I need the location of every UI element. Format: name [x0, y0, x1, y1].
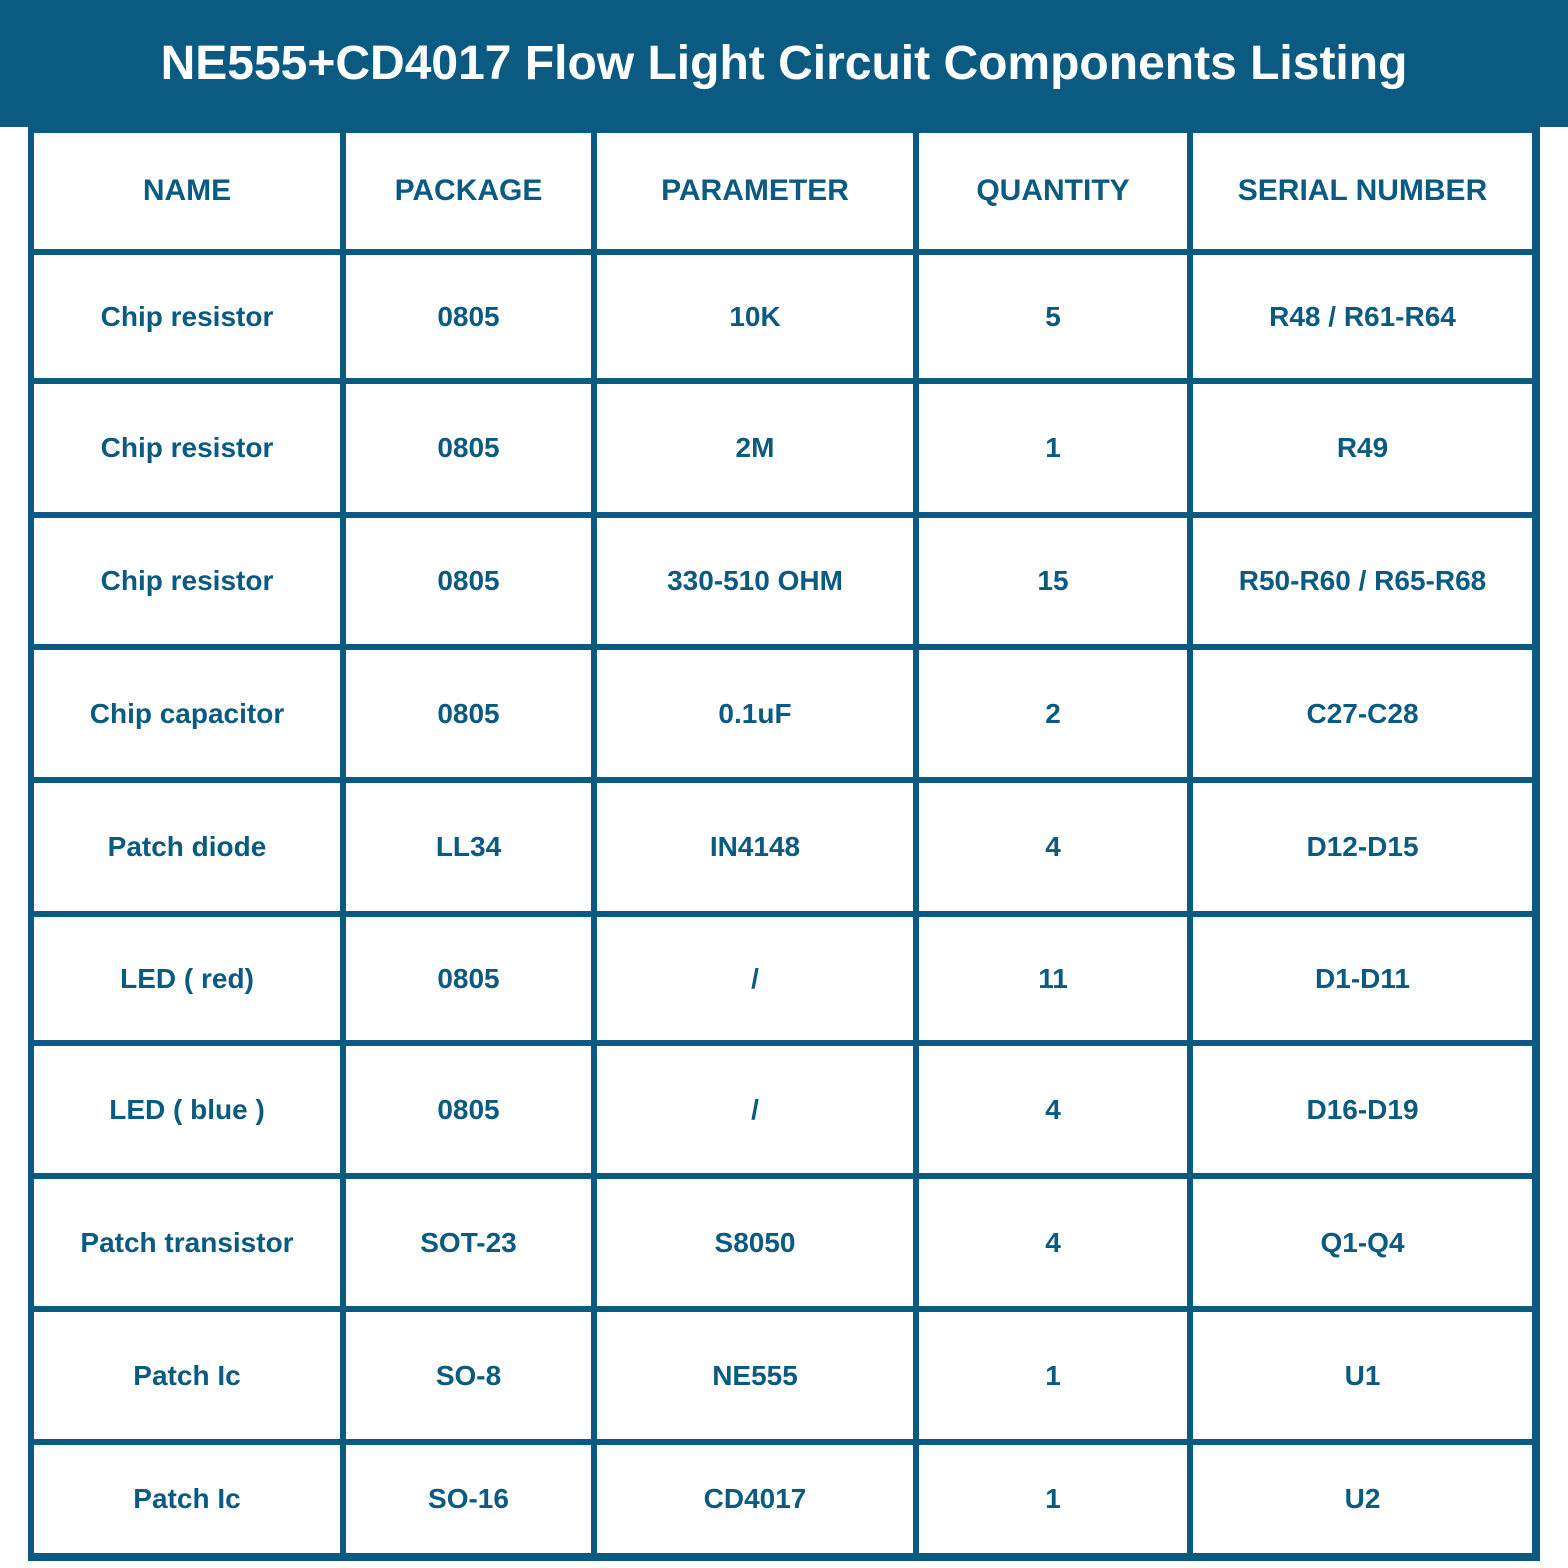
table-cell: Patch transistor	[34, 1179, 340, 1306]
table-cell: 2M	[597, 384, 913, 512]
header-cell: SERIAL NUMBER	[1193, 133, 1532, 249]
table-cell: D12-D15	[1193, 783, 1532, 911]
table-cell: Chip resistor	[34, 255, 340, 378]
table-cell: R50-R60 / R65-R68	[1193, 518, 1532, 644]
table-cell: 0805	[346, 917, 591, 1040]
table-cell: 2	[919, 650, 1187, 777]
table-cell: 5	[919, 255, 1187, 378]
table-cell: S8050	[597, 1179, 913, 1306]
table: NAME PACKAGE PARAMETER QUANTITY SERIAL NUMBE…	[28, 127, 1540, 1561]
table-cell: SO-16	[346, 1445, 591, 1553]
table-cell: D16-D19	[1193, 1046, 1532, 1173]
table-cell: Chip resistor	[34, 518, 340, 644]
table-cell: 11	[919, 917, 1187, 1040]
header-cell: PARAMETER	[597, 133, 913, 249]
table-cell: 330-510 OHM	[597, 518, 913, 644]
table-cell: LED ( blue )	[34, 1046, 340, 1173]
table-cell: Patch Ic	[34, 1312, 340, 1439]
table-cell: 0805	[346, 255, 591, 378]
title: NE555+CD4017 Flow Light Circuit Componen…	[0, 0, 1568, 127]
header-cell: NAME	[34, 133, 340, 249]
table-cell: 0805	[346, 650, 591, 777]
table-cell: Chip resistor	[34, 384, 340, 512]
table-cell: Patch Ic	[34, 1445, 340, 1553]
table-cell: 4	[919, 783, 1187, 911]
table-cell: 15	[919, 518, 1187, 644]
table-cell: U2	[1193, 1445, 1532, 1553]
table-cell: IN4148	[597, 783, 913, 911]
table-cell: 0.1uF	[597, 650, 913, 777]
table-cell: 4	[919, 1179, 1187, 1306]
table-cell: 1	[919, 384, 1187, 512]
table-cell: LL34	[346, 783, 591, 911]
table-cell: R49	[1193, 384, 1532, 512]
table-cell: Q1-Q4	[1193, 1179, 1532, 1306]
header-cell: PACKAGE	[346, 133, 591, 249]
table-cell: R48 / R61-R64	[1193, 255, 1532, 378]
table-cell: /	[597, 917, 913, 1040]
table-cell: 1	[919, 1445, 1187, 1553]
table-cell: LED ( red)	[34, 917, 340, 1040]
table-cell: NE555	[597, 1312, 913, 1439]
table-cell: SOT-23	[346, 1179, 591, 1306]
table-cell: Patch diode	[34, 783, 340, 911]
table-cell: 10K	[597, 255, 913, 378]
table-cell: D1-D11	[1193, 917, 1532, 1040]
table-cell: Chip capacitor	[34, 650, 340, 777]
table-cell: 1	[919, 1312, 1187, 1439]
table-cell: 0805	[346, 384, 591, 512]
table-cell: C27-C28	[1193, 650, 1532, 777]
table-cell: 4	[919, 1046, 1187, 1173]
table-cell: 0805	[346, 518, 591, 644]
table-cell: 0805	[346, 1046, 591, 1173]
table-cell: /	[597, 1046, 913, 1173]
table-cell: U1	[1193, 1312, 1532, 1439]
table-cell: SO-8	[346, 1312, 591, 1439]
table-cell: CD4017	[597, 1445, 913, 1553]
header-cell: QUANTITY	[919, 133, 1187, 249]
